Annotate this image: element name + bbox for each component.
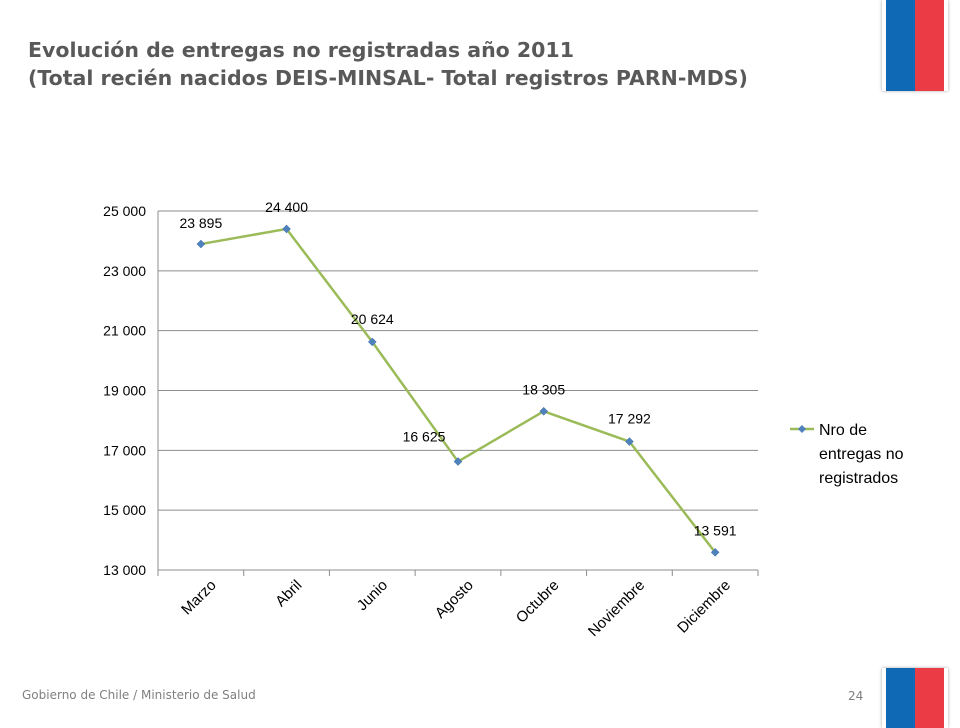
legend-label: registrados (819, 470, 898, 487)
legend-label: Nro de (819, 422, 867, 439)
x-axis (157, 211, 759, 576)
data-label: 24 400 (265, 199, 308, 215)
chart-legend: Nro de entregas no registrados (790, 422, 904, 487)
data-label: 20 624 (351, 311, 394, 327)
title-line-2: (Total recién nacidos DEIS-MINSAL- Total… (28, 66, 748, 90)
data-point-marker (625, 437, 634, 446)
x-axis-tick-labels: Marzo Abril Junio Agosto Octubre Noviembre Dic… (178, 577, 734, 640)
y-tick-label: 19 000 (103, 383, 146, 399)
x-tick-label: Agosto (432, 577, 477, 622)
data-label: 17 292 (608, 411, 651, 427)
chart-gridlines (158, 210, 758, 571)
series-group: 23 895 24 400 20 624 16 625 18 305 17 292 13 5… (179, 199, 737, 557)
chile-flag-logo-bottom (882, 668, 948, 728)
y-tick-label: 17 000 (103, 442, 146, 458)
data-label: 16 625 (403, 429, 446, 445)
slide-title: Evolución de entregas no registradas año… (28, 36, 848, 92)
data-label: 18 305 (522, 381, 565, 397)
data-point-marker (282, 224, 291, 234)
y-tick-label: 13 000 (103, 562, 146, 578)
x-tick-label: Octubre (513, 577, 563, 627)
y-tick-label: 15 000 (103, 502, 146, 518)
y-tick-label: 25 000 (103, 203, 146, 219)
flag-blue-stripe (886, 0, 915, 91)
page-number: 24 (848, 689, 864, 703)
x-tick-label: Junio (354, 577, 391, 614)
flag-red-stripe (915, 0, 944, 91)
flag-red-stripe (915, 668, 944, 728)
data-point-marker (539, 406, 549, 416)
data-point-marker (710, 547, 720, 557)
data-point-marker (196, 239, 206, 249)
data-point-marker (367, 337, 377, 347)
legend-label: entregas no (819, 446, 904, 463)
x-tick-label: Abril (272, 577, 305, 610)
x-tick-label: Diciembre (674, 577, 734, 637)
title-line-1: Evolución de entregas no registradas año… (28, 38, 574, 62)
y-axis-tick-labels: 13 000 15 000 17 000 19 000 21 000 23 000 25 0… (103, 203, 146, 578)
footer-text: Gobierno de Chile / Ministerio de Salud (22, 688, 256, 702)
data-label: 13 591 (694, 522, 737, 538)
x-tick-label: Marzo (178, 577, 219, 618)
data-point-marker (453, 457, 463, 466)
legend-marker-swatch (798, 425, 806, 433)
flag-blue-stripe (886, 668, 915, 728)
y-tick-label: 21 000 (103, 323, 146, 339)
x-tick-label: Noviembre (585, 577, 648, 640)
data-label: 23 895 (179, 215, 222, 231)
chile-flag-logo-top (882, 0, 948, 91)
y-tick-label: 23 000 (103, 263, 146, 279)
